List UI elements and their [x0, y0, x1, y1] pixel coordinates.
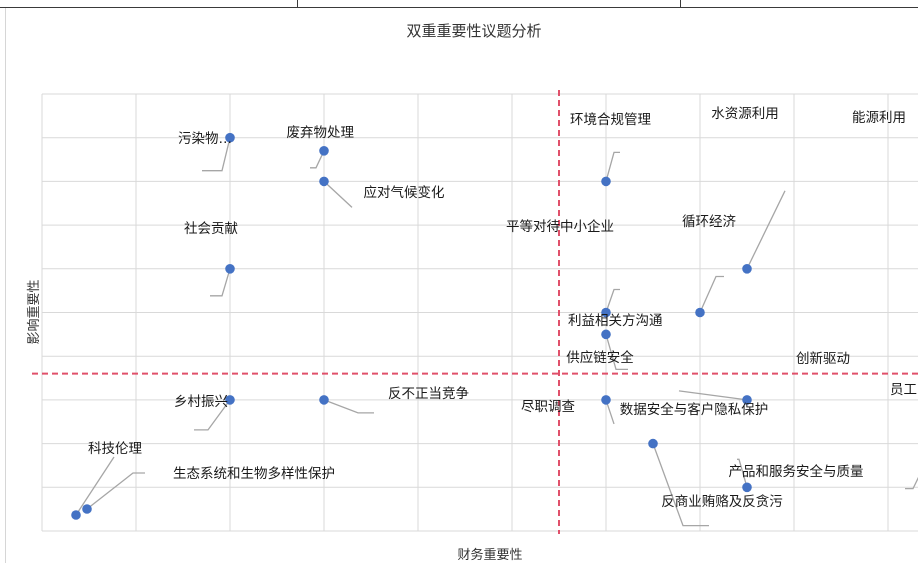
data-point: [225, 264, 235, 274]
data-point: [319, 395, 329, 405]
leader-line: [605, 288, 620, 313]
leader-line: [210, 268, 231, 297]
data-label: 社会贡献: [184, 221, 238, 237]
leader-line: [75, 456, 115, 516]
leader-line: [905, 476, 918, 490]
data-label: 产品和服务安全与质量: [729, 463, 864, 480]
y-axis-title: 影响重要性: [26, 279, 42, 344]
data-label: 水资源利用: [711, 106, 779, 122]
data-point: [601, 176, 611, 187]
data-point: [742, 482, 752, 493]
leader-line: [737, 458, 748, 488]
data-points: [71, 132, 752, 520]
leader-lines: [75, 137, 918, 527]
data-label: 乡村振兴: [174, 394, 228, 410]
data-label: 科技伦理: [88, 441, 142, 457]
data-point: [319, 176, 329, 187]
data-label: 生态系统和生物多样性保护: [173, 465, 335, 482]
leader-line: [746, 190, 786, 270]
data-label: 员工: [890, 382, 917, 398]
leader-line: [605, 334, 628, 370]
data-label: 污染物…: [178, 131, 232, 147]
data-point: [319, 146, 329, 156]
data-label: 平等对待中小企业: [506, 218, 614, 235]
leader-line: [323, 180, 353, 208]
data-label: 废弃物处理: [287, 125, 355, 141]
top-bar-divider: [297, 0, 298, 8]
data-point: [648, 438, 658, 449]
data-label: 利益相关方沟通: [568, 313, 663, 329]
data-point: [742, 264, 752, 274]
x-axis-title: 财务重要性: [457, 547, 522, 563]
data-point: [82, 504, 92, 514]
data-point: [225, 132, 235, 143]
data-point: [742, 395, 752, 405]
leader-line: [652, 443, 709, 527]
data-label: 循环经济: [682, 214, 736, 230]
leader-line: [194, 399, 231, 431]
data-label: 数据安全与客户隐私保护: [620, 401, 769, 418]
leader-line: [323, 399, 374, 414]
leader-line: [699, 275, 724, 313]
leader-line: [605, 151, 620, 182]
data-point: [225, 395, 235, 405]
leader-line: [310, 150, 325, 169]
leader-line: [86, 472, 145, 510]
data-point: [695, 307, 705, 318]
data-point: [601, 395, 611, 405]
panel-left-edge: [5, 8, 6, 563]
data-label: 环境合规管理: [570, 112, 651, 128]
data-label: 反不正当竞争: [388, 385, 469, 402]
data-label: 尽职调查: [521, 399, 575, 415]
data-label: 供应链安全: [566, 349, 634, 366]
chart-title: 双重重要性议题分析: [406, 22, 541, 40]
window-top-bar: [0, 0, 918, 8]
leader-line: [202, 137, 231, 172]
data-label: 能源利用: [852, 110, 906, 126]
data-point: [71, 510, 81, 520]
data-label: 创新驱动: [796, 351, 850, 367]
threshold-lines: [32, 90, 918, 534]
data-point: [601, 329, 611, 340]
data-label: 应对气候变化: [364, 184, 445, 201]
data-label: 反商业贿赂及反贪污: [661, 494, 783, 510]
top-bar-divider: [680, 0, 681, 8]
leader-line: [678, 390, 748, 401]
data-point: [601, 307, 611, 318]
